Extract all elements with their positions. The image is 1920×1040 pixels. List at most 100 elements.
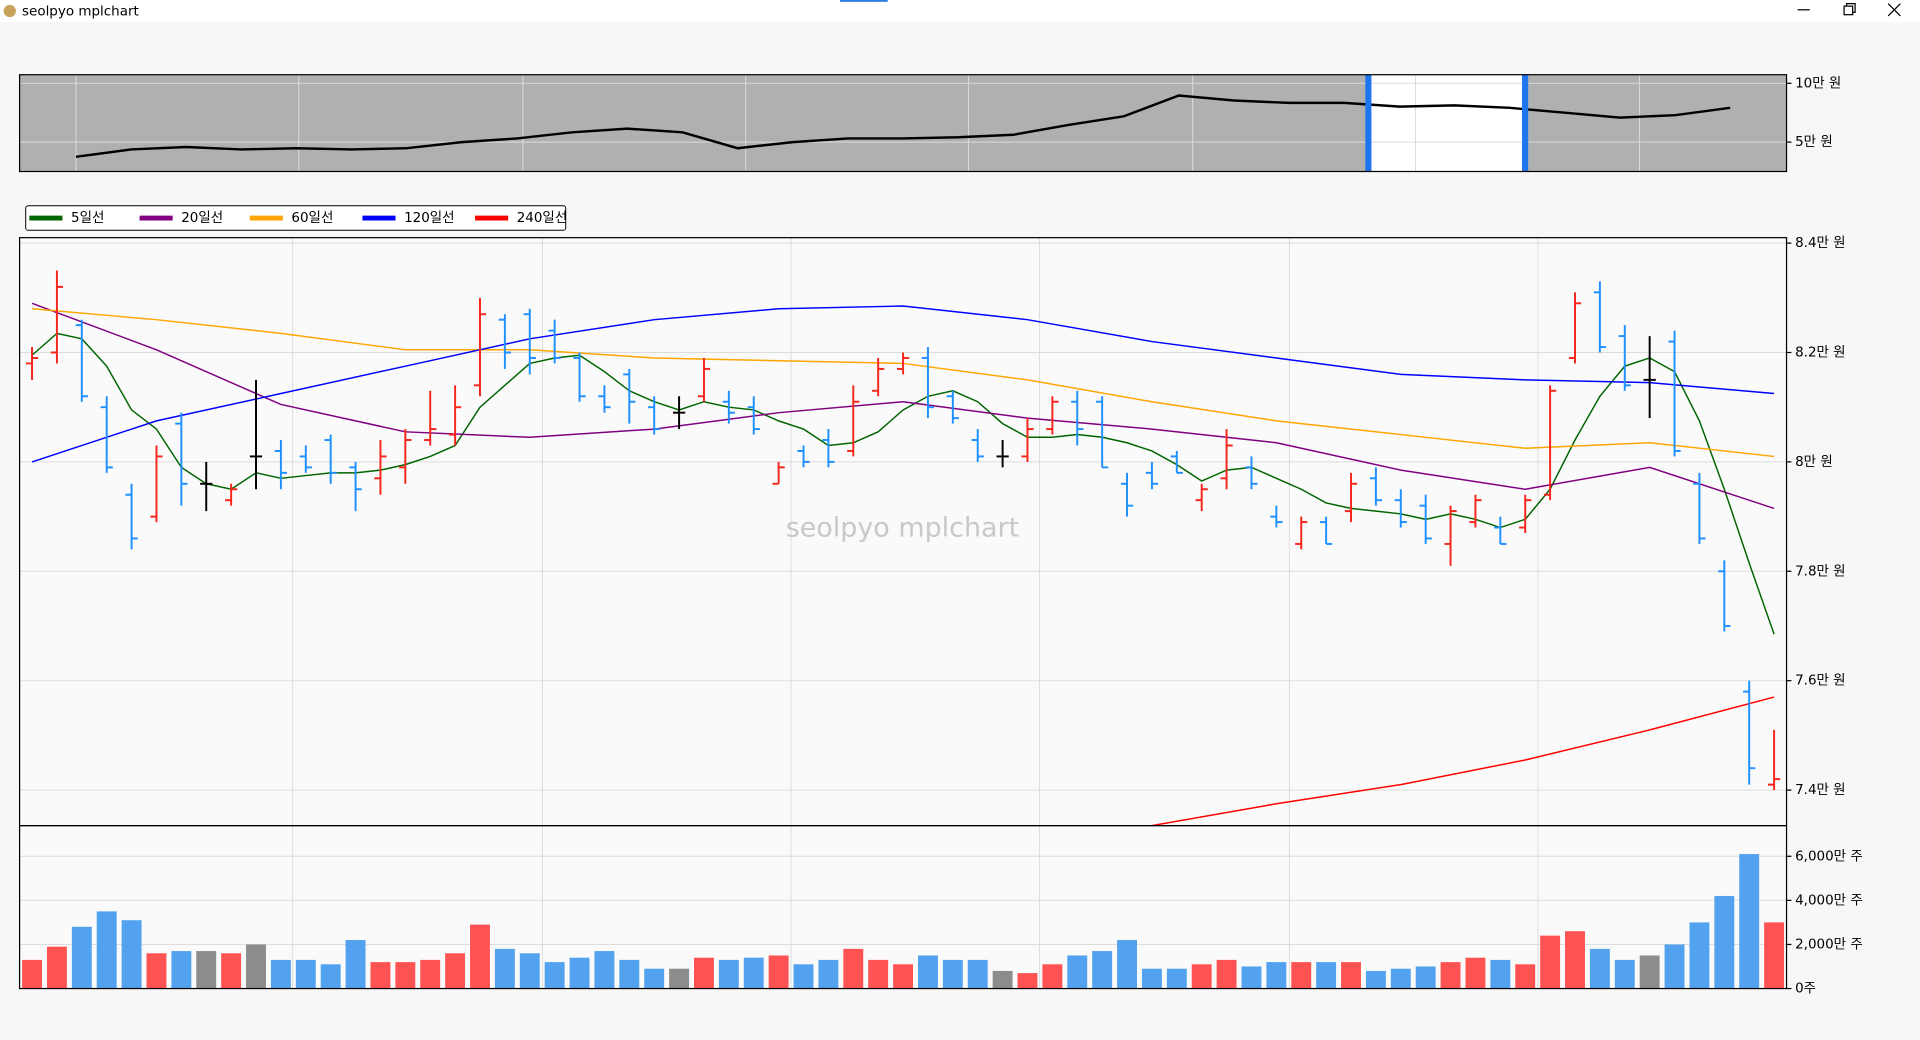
restore-button[interactable] — [1843, 3, 1856, 16]
legend-label: 240일선 — [517, 210, 567, 226]
volume-bar — [1092, 951, 1113, 989]
volume-bar — [992, 970, 1013, 989]
volume-bar — [1042, 964, 1063, 989]
volume-bar — [893, 964, 914, 989]
volume-bar — [594, 951, 615, 989]
volume-bar — [1390, 968, 1411, 989]
y-tick-label: 6,000만 주 — [1795, 848, 1863, 864]
y-tick-label: 4,000만 주 — [1795, 892, 1863, 908]
volume-bar — [1191, 964, 1212, 989]
range-handle-left[interactable] — [1365, 74, 1372, 172]
volume-bar — [420, 959, 441, 989]
title-bar — [0, 0, 1920, 23]
volume-data — [22, 854, 1785, 989]
volume-bar — [1714, 895, 1735, 989]
volume-bar — [1216, 959, 1237, 989]
volume-bar — [345, 940, 366, 989]
y-tick-label: 8.2만 원 — [1795, 345, 1845, 361]
volume-bar — [1241, 966, 1262, 989]
y-tick-label: 0주 — [1795, 981, 1816, 997]
volume-bar — [743, 957, 764, 989]
volume-bar — [1614, 959, 1635, 989]
volume-bar — [1664, 944, 1685, 989]
volume-bar — [295, 959, 316, 989]
legend-label: 20일선 — [181, 210, 223, 226]
axes-frame — [18, 237, 1788, 990]
y-tick-label: 10만 원 — [1795, 75, 1841, 91]
volume-bar — [121, 920, 142, 989]
legend-label: 5일선 — [71, 210, 104, 226]
volume-bar — [494, 948, 515, 989]
volume-bar — [171, 951, 192, 989]
volume-bar — [1764, 922, 1785, 989]
volume-bar — [470, 924, 490, 989]
selected-range[interactable] — [1367, 74, 1526, 172]
main-panel — [19, 237, 1787, 989]
volume-bar — [370, 962, 391, 989]
volume-bar — [1266, 962, 1287, 989]
window-title: seolpyo mplchart — [22, 4, 139, 20]
overview-grid — [19, 82, 1787, 143]
y-tick-label: 7.8만 원 — [1795, 563, 1845, 579]
volume-bar — [1017, 973, 1038, 989]
volume-bar — [544, 962, 565, 989]
volume-bar — [694, 957, 714, 989]
app-icon — [3, 4, 16, 18]
volume-bar — [1291, 962, 1312, 989]
range-handle-right[interactable] — [1522, 74, 1529, 172]
price-data — [25, 270, 1781, 826]
volume-bar — [146, 953, 167, 989]
volume-bar — [46, 946, 67, 989]
volume-bar — [71, 926, 92, 989]
legend-label: 120일선 — [404, 210, 454, 226]
legend: 5일선 20일선 60일선 120일선 240일선 — [25, 205, 567, 231]
overview-data — [75, 94, 1731, 159]
volume-bar — [445, 953, 466, 989]
volume-bar — [1689, 922, 1710, 989]
focus-indicator — [840, 0, 888, 2]
volume-bar — [644, 968, 665, 989]
volume-bar — [768, 955, 789, 989]
volume-bar — [221, 953, 242, 989]
volume-bar — [1465, 957, 1486, 989]
volume-bar — [669, 968, 690, 989]
close-button[interactable] — [1887, 3, 1901, 17]
volume-bar — [818, 959, 839, 989]
volume-bar — [619, 959, 640, 989]
overview-panel — [19, 74, 1787, 172]
volume-bar — [22, 959, 42, 989]
volume-bar — [967, 959, 988, 989]
volume-bar — [1117, 940, 1137, 989]
volume-bar — [1490, 959, 1511, 989]
volume-bar — [246, 944, 266, 989]
volume-bar — [320, 964, 341, 989]
volume-bar — [1341, 962, 1361, 989]
volume-bar — [1739, 854, 1760, 989]
volume-bar — [519, 953, 540, 989]
volume-bar — [196, 951, 217, 989]
y-tick-label: 7.4만 원 — [1795, 782, 1845, 798]
volume-bar — [1141, 968, 1162, 989]
moving-average-line — [31, 332, 1775, 635]
volume-bar — [1540, 935, 1561, 989]
volume-bar — [1515, 964, 1536, 989]
volume-bar — [1365, 970, 1386, 989]
y-tick-label: 5만 원 — [1795, 134, 1833, 150]
volume-bar — [1067, 955, 1088, 989]
volume-bar — [1639, 955, 1660, 989]
volume-bar — [917, 955, 938, 989]
y-tick-label: 2,000만 주 — [1795, 936, 1863, 952]
volume-bar — [1316, 962, 1337, 989]
moving-average-line — [31, 305, 1775, 463]
volume-bar — [718, 959, 739, 989]
volume-bar — [270, 959, 291, 989]
volume-bar — [96, 911, 117, 989]
price-line — [75, 94, 1731, 159]
volume-bar — [1166, 968, 1187, 989]
volume-bar — [1565, 931, 1585, 989]
volume-bar — [868, 959, 889, 989]
legend-label: 60일선 — [291, 210, 333, 226]
y-tick-label: 7.6만 원 — [1795, 673, 1845, 689]
